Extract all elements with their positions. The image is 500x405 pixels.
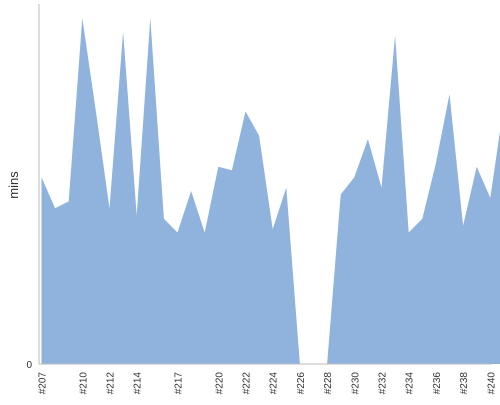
series-area-0 xyxy=(42,18,500,364)
y-axis-title: mins xyxy=(6,171,21,199)
x-tick-label: #214 xyxy=(133,372,144,395)
x-tick-label: #207 xyxy=(38,372,49,395)
x-tick-label: #224 xyxy=(269,372,280,395)
y-tick-label: 0 xyxy=(26,360,32,371)
x-tick-label: #210 xyxy=(78,372,89,395)
y-tick-labels: 0 xyxy=(26,360,32,371)
x-tick-label: #230 xyxy=(350,372,361,395)
x-tick-label: #240 xyxy=(486,372,497,395)
x-tick-label: #232 xyxy=(378,372,389,395)
x-tick-label: #234 xyxy=(405,372,416,395)
x-tick-labels: #207 #210 #212 #214 #217 #220 #222 #224 #226 #228… xyxy=(38,372,500,395)
x-tick-label: #228 xyxy=(323,372,334,395)
x-tick-label: #217 xyxy=(174,372,185,395)
x-tick-label: #222 xyxy=(242,372,253,395)
x-tick-label: #212 xyxy=(106,372,117,395)
series-area-group xyxy=(42,18,500,364)
x-tick-label: #236 xyxy=(432,372,443,395)
x-tick-label: #226 xyxy=(296,372,307,395)
x-tick-label: #220 xyxy=(214,372,225,395)
x-tick-label: #238 xyxy=(459,372,470,395)
